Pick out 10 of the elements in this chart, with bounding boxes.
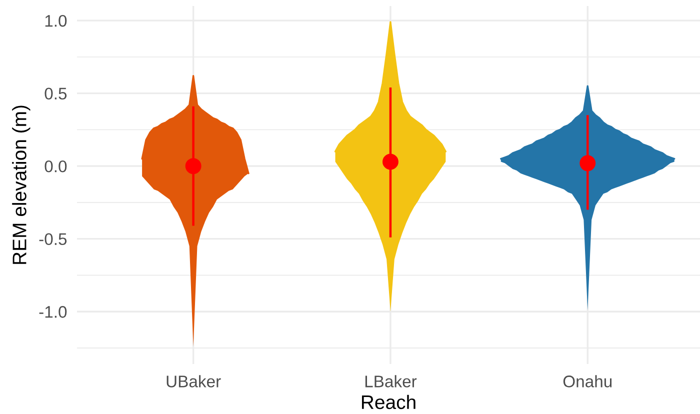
x-tick-label: Onahu [563, 375, 612, 388]
x-tick-label: LBaker [365, 375, 417, 388]
x-axis-title: Reach [362, 394, 416, 410]
y-tick-label: 1.0 [45, 14, 67, 27]
y-tick-label: -0.5 [39, 233, 67, 246]
x-tick-label: UBaker [166, 375, 221, 388]
y-axis-title: REM elevation (m) [12, 106, 30, 264]
y-tick-label: -1.0 [39, 306, 67, 318]
y-tick-label: 0.5 [44, 88, 67, 100]
y-tick-label: 0.0 [44, 160, 67, 172]
